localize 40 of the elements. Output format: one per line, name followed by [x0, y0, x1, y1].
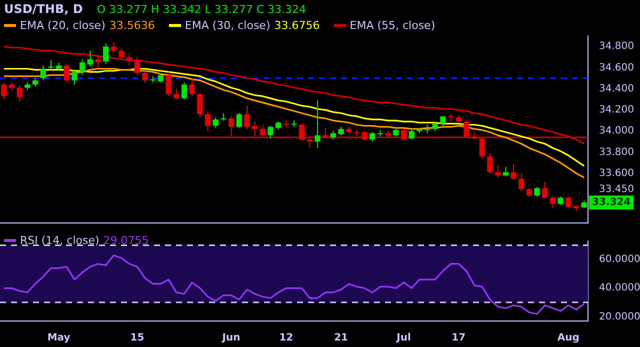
x-tick-label: 21	[334, 332, 348, 344]
annotation: 29.0755	[103, 234, 149, 247]
candlestick	[338, 126, 344, 136]
x-tick-label: Jul	[396, 332, 411, 344]
legend-label: EMA (20, close)	[20, 19, 106, 32]
legend-label: RSI (14, close)	[20, 234, 100, 247]
legend-label: EMA (55, close)	[350, 19, 436, 32]
y-tick-label: 33.450	[599, 184, 634, 195]
y-tick-label: 20.0000	[599, 311, 640, 322]
y-tick-label: 34.600	[599, 62, 634, 74]
candlestick	[377, 130, 384, 137]
y-tick-label: 60.0000	[599, 254, 640, 266]
candlestick	[142, 71, 148, 83]
text: 33.6756	[274, 19, 320, 32]
x-tick-label: Jun	[221, 332, 240, 344]
candlestick	[362, 130, 368, 142]
chart-title: USD/THB, D	[4, 2, 83, 16]
y-tick-label: 34.800	[599, 41, 634, 52]
candlestick	[244, 105, 250, 130]
x-tick-label: 15	[130, 332, 144, 344]
y-tick-label: 33.800	[599, 146, 634, 158]
x-tick-label: May	[47, 332, 71, 344]
y-tick-label: 33.600	[599, 168, 634, 179]
text: 33.324	[592, 197, 631, 208]
candlestick	[385, 130, 391, 138]
legend-label: EMA (30, close)	[184, 19, 270, 32]
candlestick	[558, 196, 564, 206]
y-tick-label: 34.400	[599, 83, 634, 94]
y-tick-label: 40.0000	[599, 282, 640, 294]
candlestick	[95, 54, 101, 68]
y-tick-label: 34.000	[599, 126, 634, 137]
x-tick-label: 12	[279, 332, 294, 344]
candlestick	[24, 82, 30, 90]
x-tick-label: Aug	[557, 332, 580, 344]
candlestick	[464, 118, 470, 138]
text: 33.5636	[109, 19, 155, 32]
candlestick	[534, 186, 540, 198]
x-tick-label: 17	[452, 332, 466, 344]
text: O 33.277 H 33.342 L 33.277 C 33.324	[96, 3, 306, 16]
y-tick-label: 34.200	[599, 104, 634, 116]
